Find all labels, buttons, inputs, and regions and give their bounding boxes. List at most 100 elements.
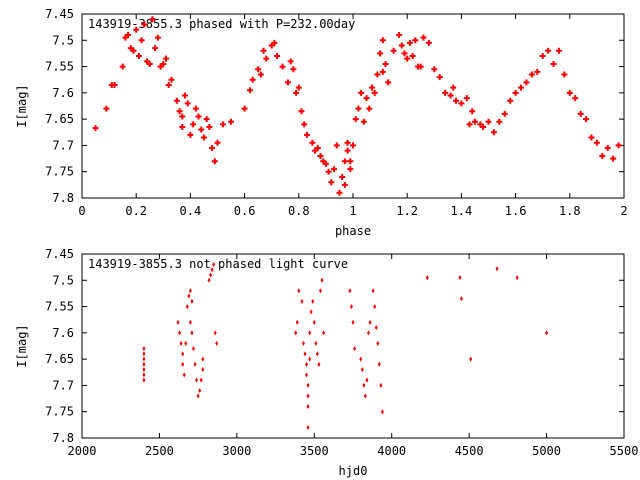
phased-data-point	[328, 179, 335, 186]
phased-data-point	[417, 63, 424, 70]
phased-data-point	[379, 37, 386, 44]
unphased-data-point	[182, 372, 186, 378]
phased-plot-frame	[81, 13, 625, 199]
unphased-y-tick-label: 7.7	[52, 378, 74, 392]
unphased-y-tick-label: 7.8	[52, 431, 74, 445]
phased-data-point	[420, 34, 427, 41]
phased-data-point	[534, 68, 541, 75]
phased-data-point	[144, 58, 151, 65]
unphased-y-tick-label: 7.65	[45, 352, 74, 366]
unphased-x-tick-label: 2500	[145, 444, 174, 458]
unphased-data-point	[179, 340, 183, 346]
phased-data-point	[333, 142, 340, 149]
phased-data-point	[211, 158, 218, 165]
phased-data-point	[163, 55, 170, 62]
phased-x-axis-label: phase	[335, 224, 371, 238]
phased-data-point	[377, 50, 384, 57]
phased-data-point	[610, 155, 617, 162]
phased-plot: 0 0.2 0.4 0.6 0.8 1 1.2 1.4 1.6 1.8 2 7.45 7.5 7.55 7.…	[15, 7, 628, 238]
unphased-data-point	[353, 346, 357, 352]
unphased-data-point	[376, 340, 380, 346]
phased-data-point	[257, 71, 264, 78]
phased-plot-title: 143919-3855.3 phased with P=232.00day	[88, 17, 355, 31]
unphased-plot-title: 143919-3855.3 not phased light curve	[88, 257, 348, 271]
phased-data-point	[255, 66, 262, 73]
unphased-data-point	[185, 304, 189, 310]
phased-y-axis-label: I[mag]	[15, 84, 29, 127]
unphased-data-point	[545, 330, 549, 336]
phased-data-point	[179, 124, 186, 131]
phased-data-point	[135, 53, 142, 60]
unphased-data-point	[191, 346, 195, 352]
phased-data-point	[593, 139, 600, 146]
phased-data-point	[385, 79, 392, 86]
unphased-data-point	[297, 288, 301, 294]
phased-data-point	[561, 71, 568, 78]
phased-data-point	[347, 166, 354, 173]
unphased-data-point	[187, 293, 191, 299]
phased-x-tick-label: 0.4	[180, 204, 202, 218]
phased-data-point	[119, 63, 126, 70]
unphased-data-point	[359, 356, 363, 362]
phased-x-tick-label: 0.8	[288, 204, 310, 218]
phased-data-point	[469, 108, 476, 115]
phased-data-point	[181, 92, 188, 99]
phased-data-point	[477, 121, 484, 128]
phased-data-point	[615, 142, 622, 149]
phased-data-point	[130, 47, 137, 54]
phased-data-point	[518, 84, 525, 91]
unphased-data-point	[365, 377, 369, 383]
phased-data-point	[382, 60, 389, 67]
phased-data-point	[279, 63, 286, 70]
phased-data-point	[442, 89, 449, 96]
phased-data-point	[480, 124, 487, 131]
unphased-data-point	[178, 330, 182, 336]
unphased-data-point	[199, 377, 203, 383]
phased-data-point	[190, 121, 197, 128]
unphased-y-axis-label: I[mag]	[15, 324, 29, 367]
phased-data-point	[366, 105, 373, 112]
unphased-data-point	[305, 372, 309, 378]
phased-data-point	[412, 37, 419, 44]
phased-data-point	[192, 105, 199, 112]
unphased-data-point	[209, 272, 213, 278]
phased-data-point	[341, 181, 348, 188]
unphased-data-point	[142, 372, 146, 378]
phased-data-point	[317, 152, 324, 159]
phased-data-point	[528, 71, 535, 78]
unphased-data-point	[305, 361, 309, 367]
phased-y-tick-label: 7.5	[52, 33, 74, 47]
phased-data-point	[111, 81, 118, 88]
phased-data-point	[312, 147, 319, 154]
phased-data-point	[209, 145, 216, 152]
phased-y-tick-label: 7.8	[52, 191, 74, 205]
phased-data-point	[325, 168, 332, 175]
phased-data-point	[431, 66, 438, 73]
phased-data-point	[583, 116, 590, 123]
unphased-x-tick-label: 2000	[68, 444, 97, 458]
unphased-data-point	[306, 403, 310, 409]
unphased-data-point	[188, 288, 192, 294]
unphased-data-point	[215, 340, 219, 346]
phased-data-point	[371, 89, 378, 96]
phased-data-point	[463, 95, 470, 102]
phased-x-tick-label: 1	[349, 204, 356, 218]
phased-data-point	[103, 105, 110, 112]
phased-data-point	[358, 89, 365, 96]
unphased-data-point	[176, 319, 180, 325]
phased-data-point	[309, 139, 316, 146]
unphased-data-point	[351, 319, 355, 325]
unphased-data-point	[458, 275, 462, 281]
phased-data-point	[523, 79, 530, 86]
unphased-x-axis-label: hjd0	[339, 464, 368, 478]
phased-data-point	[133, 26, 140, 33]
unphased-data-point	[207, 277, 211, 283]
unphased-data-point	[212, 262, 216, 268]
phased-data-point	[406, 39, 413, 46]
unphased-x-tick-label: 5000	[532, 444, 561, 458]
unphased-data-point	[306, 393, 310, 399]
unphased-data-point	[196, 393, 200, 399]
phased-data-point	[247, 87, 254, 94]
unphased-data-point	[301, 340, 305, 346]
